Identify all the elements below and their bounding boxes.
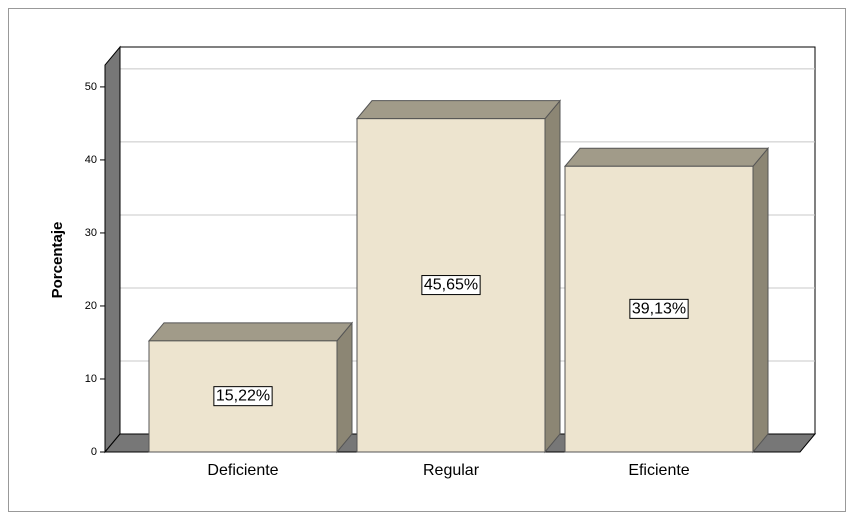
left-wall — [104, 45, 121, 454]
bar-side — [752, 146, 769, 454]
bar-side — [336, 321, 353, 454]
y-tick-label: 30 — [85, 227, 97, 239]
value-label: 39,13% — [632, 300, 686, 317]
x-tick-label: Deficiente — [207, 462, 278, 479]
y-tick-label: 50 — [85, 81, 97, 93]
y-tick-label: 20 — [85, 300, 97, 312]
value-label-box — [629, 298, 689, 319]
bar-top — [147, 322, 354, 342]
y-tick-label: 0 — [91, 446, 97, 458]
y-tick-label: 10 — [85, 373, 97, 385]
y-tick-label: 40 — [85, 154, 97, 166]
x-tick-label: Eficiente — [628, 462, 689, 479]
value-label: 45,65% — [424, 277, 478, 294]
value-label: 15,22% — [216, 388, 270, 405]
x-tick-label: Regular — [423, 462, 480, 479]
value-label-box — [421, 275, 481, 296]
value-label-box — [213, 386, 273, 407]
bar-top — [355, 100, 562, 120]
y-axis-title: Porcentaje — [49, 222, 66, 299]
bar-side — [544, 99, 561, 454]
bar-top — [563, 147, 770, 167]
